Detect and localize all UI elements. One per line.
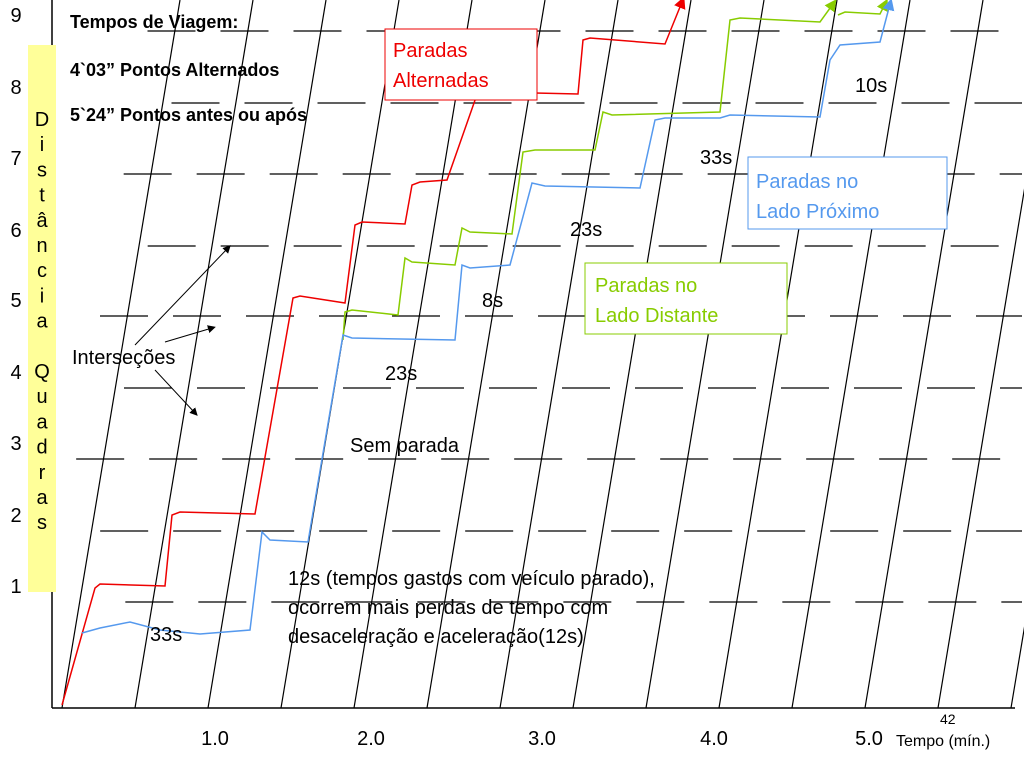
legend-text: Paradas [393,40,468,62]
pointer [154,369,198,416]
x-tick-label: 5.0 [855,728,883,750]
annotation: Interseções [72,347,175,369]
x-tick-label: 4.0 [700,728,728,750]
legend-text: Alternadas [393,70,489,92]
legend-text: Paradas no [595,275,697,297]
annotation: 8s [482,290,503,312]
y-tick-label: 1 [10,576,21,598]
red-trajectory [61,0,686,706]
blue-trajectory [81,0,895,635]
x-tick-label: 1.0 [201,728,229,750]
legend-box-blue [747,156,948,230]
legend-box-green [584,262,788,335]
signal-line [61,0,181,709]
legend-text: Paradas no [756,171,858,193]
y-tick-label: 7 [10,148,21,170]
pointer [164,325,216,343]
page-number: 42 [940,711,956,727]
signal-line [499,0,619,709]
annotation: 33s [150,624,182,646]
annotation: Sem parada [350,435,460,457]
legend-box-red [384,28,538,101]
signal-line [353,0,473,709]
y-tick-label: 2 [10,505,21,527]
y-tick-label: 8 [10,77,21,99]
y-tick-label: 9 [10,5,21,27]
note: desaceleração e aceleração(12s) [288,626,584,648]
signal-line [864,0,984,709]
green-trajectory [342,0,837,341]
x-axis-label: Tempo (mín.) [896,733,990,750]
signal-line [645,0,765,709]
note: 12s (tempos gastos com veículo parado), [288,568,655,590]
signal-line [134,0,254,709]
annotation: 23s [570,219,602,241]
y-tick-label: 5 [10,290,21,312]
y-tick-label: 3 [10,433,21,455]
signal-line [718,0,838,709]
signal-line [791,0,911,709]
x-tick-label: 2.0 [357,728,385,750]
signal-line [937,188,1024,709]
heading-line: 4`03” Pontos Alternados [70,60,279,80]
annotation: 33s [700,147,732,169]
legend-text: Lado Distante [595,305,718,327]
heading-line: 5`24” Pontos antes ou após [70,105,307,125]
legend-text: Lado Próximo [756,201,879,223]
y-tick-label: 4 [10,362,21,384]
signal-line [207,0,327,709]
heading: Tempos de Viagem: [70,12,238,32]
green-trajectory-end [837,0,888,16]
y-tick-label: 6 [10,220,21,242]
note: ocorrem mais perdas de tempo com [288,597,608,619]
x-tick-label: 3.0 [528,728,556,750]
annotation: 23s [385,363,417,385]
pointer [134,245,231,346]
annotation: 10s [855,75,887,97]
y-axis-label: Distância Quadras [28,45,56,592]
signal-line [426,0,546,709]
